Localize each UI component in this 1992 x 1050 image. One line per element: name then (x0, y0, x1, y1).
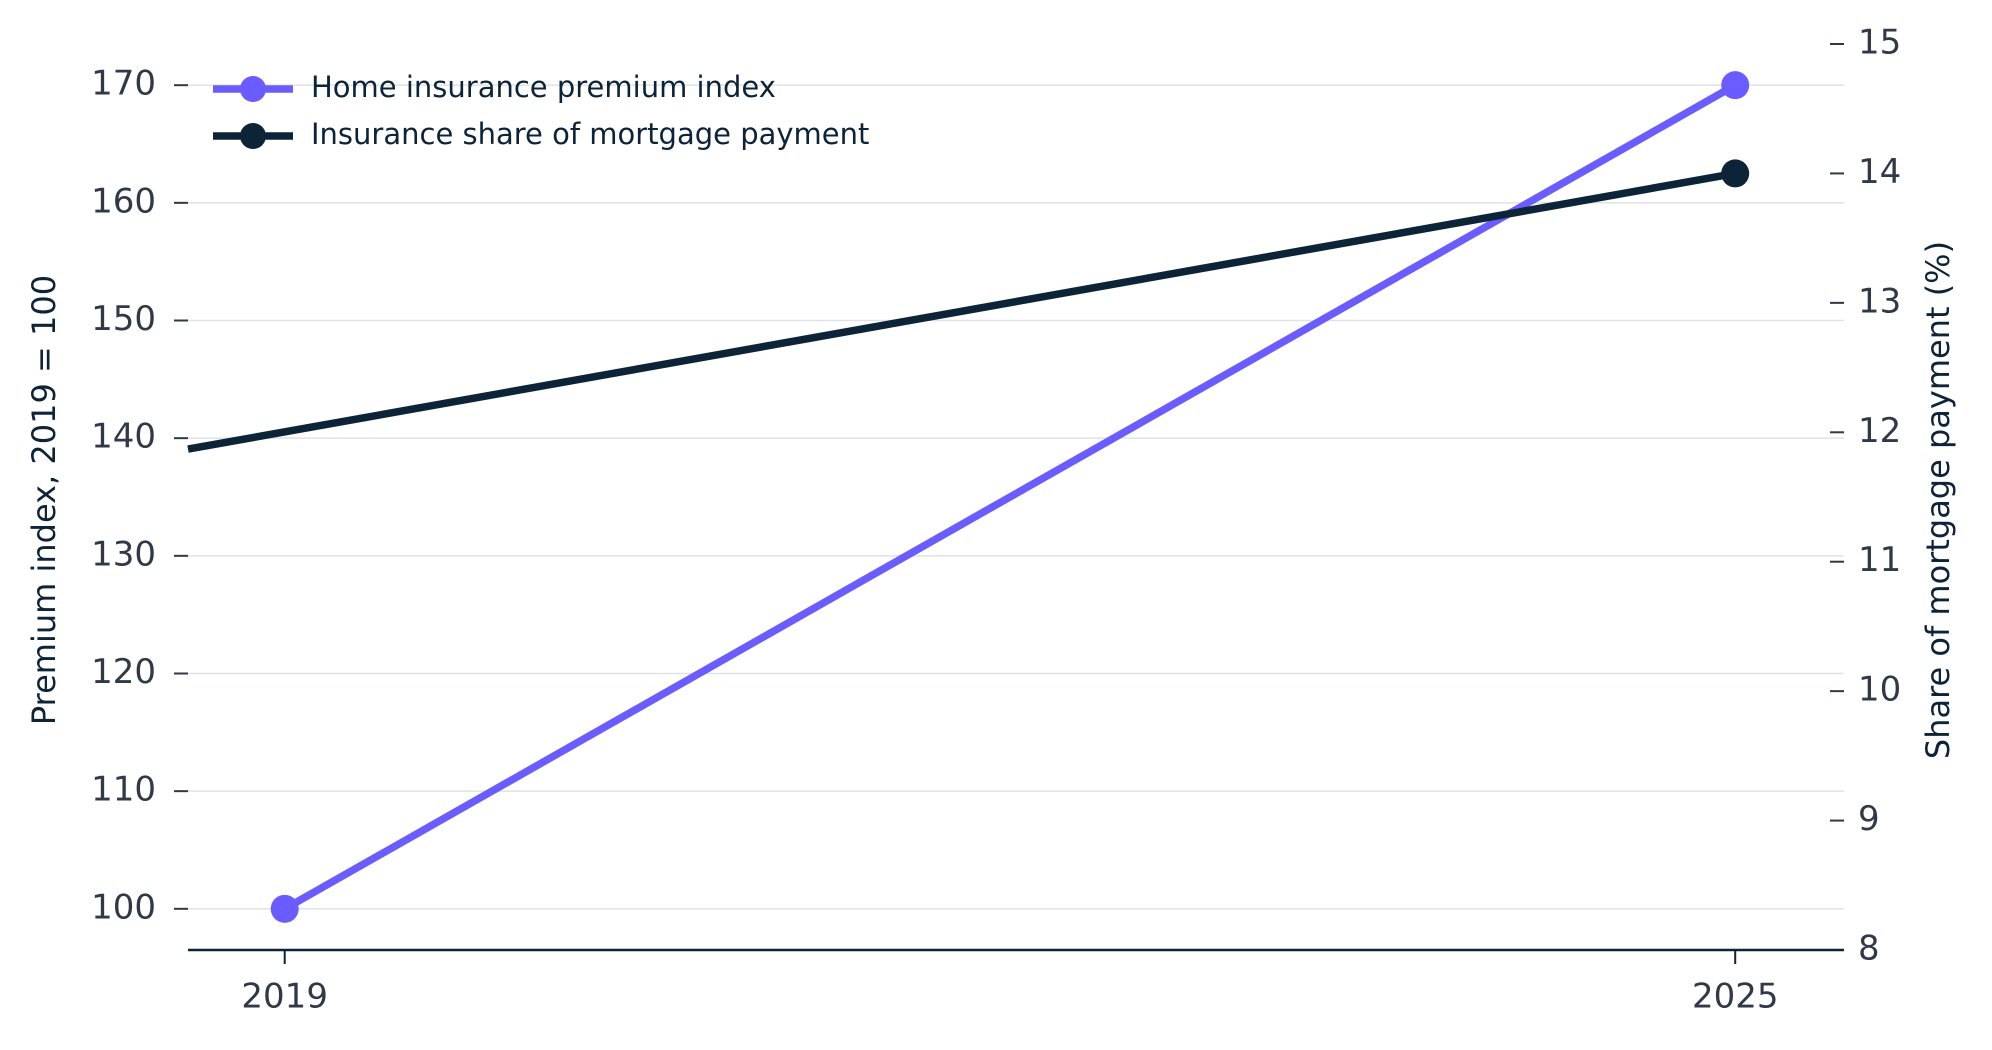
y2-tick-label: 9 (1858, 799, 1880, 839)
y-tick-label: 130 (91, 534, 156, 574)
y-tick-label: 150 (91, 299, 156, 339)
legend-label: Home insurance premium index (311, 70, 776, 104)
y2-tick-label: 12 (1858, 411, 1901, 451)
legend-marker (240, 123, 266, 149)
y2-tick-label: 11 (1858, 540, 1901, 580)
x-tick-label: 2025 (1692, 977, 1779, 1017)
y2-tick-label: 15 (1858, 23, 1901, 63)
y-tick-label: 160 (91, 181, 156, 221)
series-marker (270, 894, 299, 923)
y-tick-label: 170 (91, 64, 156, 104)
y2-tick-label: 10 (1858, 670, 1901, 710)
legend-marker (240, 76, 266, 102)
y2-tick-label: 13 (1858, 281, 1901, 321)
y-tick-label: 100 (91, 887, 156, 927)
y-tick-label: 110 (91, 770, 156, 810)
series-line (187, 169, 1736, 453)
y-tick-label: 120 (91, 652, 156, 692)
y-axis-label: Premium index, 2019 = 100 (25, 275, 63, 725)
legend-label: Insurance share of mortgage payment (311, 117, 869, 151)
y2-tick-label: 8 (1858, 929, 1880, 969)
y2-axis-label: Share of mortgage payment (%) (1919, 241, 1957, 759)
series-marker (1721, 159, 1750, 188)
series-marker (1721, 71, 1750, 100)
y-tick-label: 140 (91, 417, 156, 457)
y2-tick-label: 14 (1858, 152, 1901, 192)
series-line (282, 81, 1738, 913)
x-tick-label: 2019 (241, 977, 328, 1017)
